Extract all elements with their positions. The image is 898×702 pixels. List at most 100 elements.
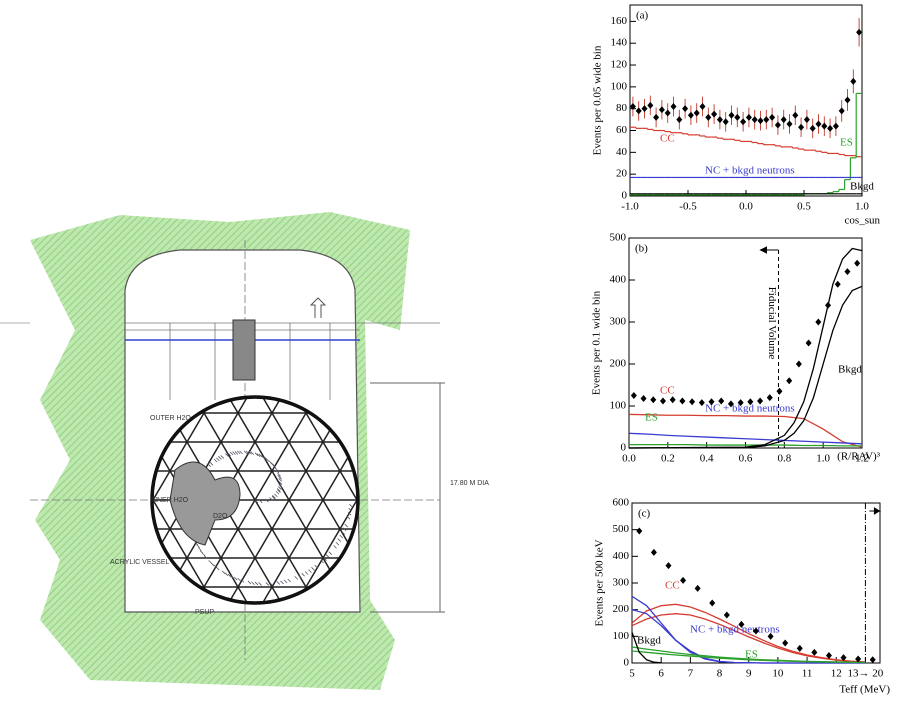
mesh-triangle — [408, 471, 442, 500]
mesh-dash — [232, 451, 236, 455]
data-point — [751, 116, 758, 124]
series-label: ES — [840, 137, 853, 149]
mesh-dash — [287, 578, 292, 583]
mesh-triangle — [202, 528, 240, 560]
mesh-dash — [258, 499, 263, 504]
data-point — [821, 122, 828, 130]
mesh-triangle — [459, 558, 493, 587]
x-axis-label: Teff (MeV) — [839, 684, 890, 696]
mesh-dash — [240, 579, 245, 583]
mesh-dash — [196, 544, 200, 549]
data-point — [844, 268, 851, 276]
mesh-dash — [239, 450, 243, 455]
mesh-dash — [209, 461, 214, 466]
mesh-dash — [243, 450, 248, 455]
data-point — [647, 101, 654, 109]
curve — [631, 650, 866, 664]
mesh-dash — [271, 463, 276, 467]
mesh-dash — [208, 560, 212, 564]
diagram-label: OUTER H2O — [150, 415, 191, 422]
mesh-dash — [272, 464, 277, 469]
mesh-triangle — [476, 645, 510, 674]
y-tick-label: 120 — [611, 59, 628, 71]
data-point — [669, 396, 676, 404]
mesh-dash — [269, 497, 273, 501]
mesh-triangle — [510, 645, 544, 674]
mesh-triangle — [391, 442, 425, 471]
data-point — [653, 113, 660, 121]
y-tick-label: 140 — [611, 37, 628, 49]
mesh-dash — [349, 503, 353, 508]
data-point — [629, 103, 636, 111]
data-point — [782, 639, 789, 647]
y-tick-label: 300 — [613, 577, 630, 589]
diagram-label: ACRYLIC VESSEL — [110, 559, 170, 566]
data-point — [738, 620, 745, 628]
data-point — [693, 109, 700, 117]
data-point — [786, 120, 793, 128]
y-tick-label: 160 — [611, 15, 628, 27]
mesh-dash — [348, 507, 352, 512]
mesh-dash — [278, 483, 282, 487]
annotation-text: Fiducial Volume — [766, 287, 778, 360]
x-tick-label: 5 — [629, 668, 635, 680]
mesh-dash — [207, 463, 211, 467]
mesh-dash — [294, 576, 299, 580]
mesh-triangle — [287, 441, 325, 473]
x-tick-label: 0.5 — [797, 201, 811, 213]
mesh-dash — [275, 467, 279, 472]
mesh-triangle — [442, 529, 476, 558]
data-point — [792, 111, 799, 119]
mesh-dash — [256, 453, 261, 457]
mesh-dash — [227, 452, 232, 457]
mesh-triangle — [202, 412, 240, 444]
mesh-triangle — [253, 557, 291, 589]
mesh-triangle — [304, 470, 342, 502]
mesh-dash — [301, 572, 305, 577]
data-point — [711, 110, 718, 118]
series-label: Bkgd — [838, 364, 862, 376]
mesh-triangle — [493, 674, 527, 702]
x-tick-label: 13→ 20 — [848, 668, 884, 680]
mesh-dash — [274, 493, 278, 498]
curve — [628, 285, 863, 449]
data-point — [798, 123, 805, 131]
mesh-triangle — [425, 558, 459, 587]
data-point — [650, 548, 657, 556]
mesh-dash — [344, 523, 349, 528]
data-point — [708, 398, 715, 406]
mesh-dash — [248, 450, 252, 455]
series-label: CC — [665, 580, 680, 592]
mesh-triangle — [0, 326, 17, 355]
mesh-triangle — [561, 674, 595, 702]
curve — [628, 413, 863, 448]
mesh-dash — [227, 573, 232, 578]
curve — [628, 247, 863, 449]
mesh-triangle — [493, 558, 527, 587]
data-point — [803, 116, 810, 124]
data-point — [809, 124, 816, 132]
data-point — [658, 106, 665, 114]
data-point — [838, 107, 845, 115]
data-point — [796, 644, 803, 652]
mesh-triangle — [374, 471, 408, 500]
mesh-dash — [341, 531, 346, 535]
data-point — [641, 105, 648, 113]
mesh-triangle — [17, 442, 51, 471]
panel-label: (b) — [635, 243, 648, 255]
mesh-dash — [258, 453, 263, 458]
x-tick-label: 6 — [658, 668, 664, 680]
data-point — [776, 387, 783, 395]
mesh-dash — [254, 499, 259, 504]
y-tick-label: 100 — [613, 630, 630, 642]
mesh-dash — [254, 581, 259, 586]
series-label: NC + bkgd neutrons — [705, 403, 795, 415]
data-point — [869, 656, 876, 664]
data-point — [679, 397, 686, 405]
y-tick-label: 400 — [610, 274, 627, 286]
data-point — [659, 397, 666, 405]
mesh-triangle — [304, 528, 342, 560]
diagram-label: 17.80 M DIA — [450, 480, 489, 487]
mesh-triangle — [321, 499, 357, 531]
mesh-triangle — [236, 412, 274, 444]
